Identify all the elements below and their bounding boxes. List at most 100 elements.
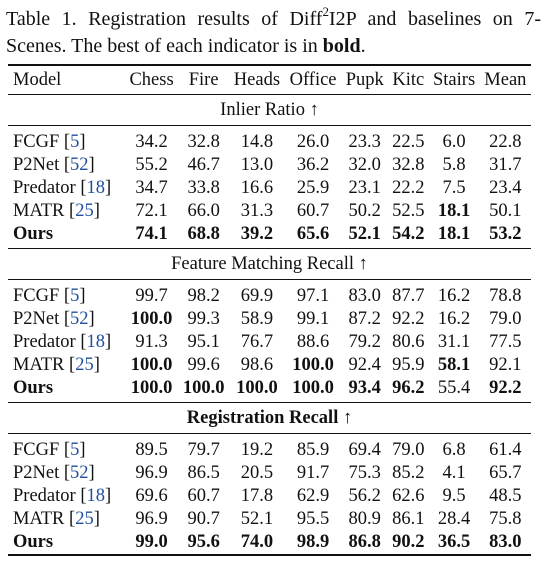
citation-link[interactable]: [5]: [63, 132, 86, 152]
value-cell: 56.2: [348, 486, 381, 506]
value-cell: 68.8: [178, 223, 229, 249]
value-cell: 75.3: [348, 463, 381, 483]
model-cell: MATR [25]: [8, 200, 125, 223]
value-cell: 76.7: [240, 332, 274, 352]
value-cell: 96.2: [388, 377, 429, 403]
value-cell: 96.9: [135, 463, 168, 483]
citation-link[interactable]: [52]: [63, 155, 95, 175]
caption-text-b: I2P and baselines on 7-Scenes. The best …: [6, 8, 542, 57]
value-cell: 91.7: [296, 463, 330, 483]
citation-link[interactable]: [18]: [80, 332, 112, 352]
col-header-office: Office: [284, 64, 342, 95]
citation-number[interactable]: 5: [70, 132, 80, 152]
citation-number[interactable]: 52: [70, 309, 89, 329]
value-cell: 50.1: [489, 201, 522, 221]
citation-link[interactable]: [52]: [63, 463, 95, 483]
value-cell: 26.0: [296, 132, 330, 152]
value-cell: 98.9: [284, 531, 342, 556]
citation-number[interactable]: 25: [75, 509, 94, 529]
citation-number[interactable]: 52: [70, 463, 89, 483]
value-cell: 22.5: [392, 132, 425, 152]
value-cell: 100.0: [178, 377, 229, 403]
citation-link[interactable]: [25]: [69, 355, 100, 375]
table-row: FCGF [5] 89.5 79.7 19.2 85.9 69.4 79.0 6.8 61.4: [8, 434, 531, 463]
caption-bold-word: bold: [322, 35, 361, 57]
value-cell: 91.3: [135, 332, 168, 352]
model-cell: P2Net [52]: [8, 462, 125, 485]
col-header-heads: Heads: [229, 64, 285, 95]
value-cell: 18.1: [428, 223, 480, 249]
value-cell: 58.1: [437, 355, 471, 375]
citation-number[interactable]: 25: [75, 355, 94, 375]
citation-link[interactable]: [18]: [80, 486, 112, 506]
model-cell: Ours: [8, 377, 125, 403]
value-cell: 36.5: [428, 531, 480, 556]
citation-link[interactable]: [18]: [80, 178, 112, 198]
value-cell: 60.7: [296, 201, 330, 221]
value-cell: 50.2: [348, 201, 381, 221]
model-name: MATR: [13, 509, 65, 529]
table-row: P2Net [52] 55.2 46.7 13.0 36.2 32.0 32.8 5.8 31.…: [8, 154, 531, 177]
value-cell: 100.0: [130, 309, 173, 329]
value-cell: 32.0: [348, 155, 381, 175]
model-name: Ours: [13, 224, 54, 244]
citation-number[interactable]: 18: [86, 178, 105, 198]
citation-number[interactable]: 18: [86, 332, 105, 352]
value-cell: 28.4: [437, 509, 471, 529]
model-name: P2Net: [13, 309, 60, 329]
citation-link[interactable]: [25]: [69, 201, 100, 221]
value-cell: 23.1: [348, 178, 381, 198]
value-cell: 79.0: [392, 440, 425, 460]
value-cell: 78.8: [489, 286, 522, 306]
col-header-kitc: Kitc: [388, 64, 429, 95]
model-cell: FCGF [5]: [8, 126, 125, 155]
value-cell: 99.6: [187, 355, 220, 375]
value-cell: 69.6: [135, 486, 168, 506]
model-name: P2Net: [13, 155, 60, 175]
value-cell: 90.2: [388, 531, 429, 556]
table-row: P2Net [52] 100.0 99.3 58.9 99.1 87.2 92.2 16.2 7…: [8, 308, 531, 331]
value-cell: 95.5: [296, 509, 330, 529]
value-cell: 99.0: [124, 531, 179, 556]
table-row: MATR [25] 72.1 66.0 31.3 60.7 50.2 52.5 18.1 50.…: [8, 200, 531, 223]
citation-number[interactable]: 18: [86, 486, 105, 506]
citation-link[interactable]: [5]: [63, 286, 86, 306]
value-cell: 74.1: [124, 223, 179, 249]
value-cell: 52.1: [240, 509, 274, 529]
citation-number[interactable]: 5: [70, 440, 80, 460]
table-caption: Table 1. Registration results of Diff2I2…: [6, 5, 542, 60]
value-cell: 93.4: [341, 377, 389, 403]
value-cell: 62.9: [296, 486, 330, 506]
citation-link[interactable]: [52]: [63, 309, 95, 329]
value-cell: 100.0: [130, 355, 173, 375]
model-cell: Predator [18]: [8, 177, 125, 200]
section-header-row: Feature Matching Recall ↑: [8, 248, 531, 280]
citation-number[interactable]: 25: [75, 201, 94, 221]
col-header-model: Model: [8, 64, 125, 95]
value-cell: 58.9: [240, 309, 274, 329]
model-name: Predator: [13, 486, 76, 506]
value-cell: 99.7: [135, 286, 168, 306]
value-cell: 34.2: [135, 132, 168, 152]
citation-link[interactable]: [5]: [63, 440, 86, 460]
value-cell: 72.1: [135, 201, 168, 221]
value-cell: 69.9: [240, 286, 274, 306]
value-cell: 23.4: [489, 178, 522, 198]
table-row: MATR [25] 96.9 90.7 52.1 95.5 80.9 86.1 28.4 75.…: [8, 508, 531, 531]
model-cell: Ours: [8, 223, 125, 249]
value-cell: 95.6: [178, 531, 229, 556]
value-cell: 39.2: [229, 223, 285, 249]
value-cell: 99.3: [187, 309, 220, 329]
citation-number[interactable]: 5: [70, 286, 80, 306]
value-cell: 32.8: [392, 155, 425, 175]
citation-number[interactable]: 52: [70, 155, 89, 175]
value-cell: 36.2: [296, 155, 330, 175]
value-cell: 90.7: [187, 509, 220, 529]
value-cell: 55.2: [135, 155, 168, 175]
table-row: Ours 74.1 68.8 39.2 65.6 52.1 54.2 18.1 53.2: [8, 223, 531, 249]
model-cell: Ours: [8, 531, 125, 556]
citation-link[interactable]: [25]: [69, 509, 100, 529]
value-cell: 9.5: [442, 486, 466, 506]
value-cell: 19.2: [240, 440, 274, 460]
value-cell: 100.0: [284, 377, 342, 403]
